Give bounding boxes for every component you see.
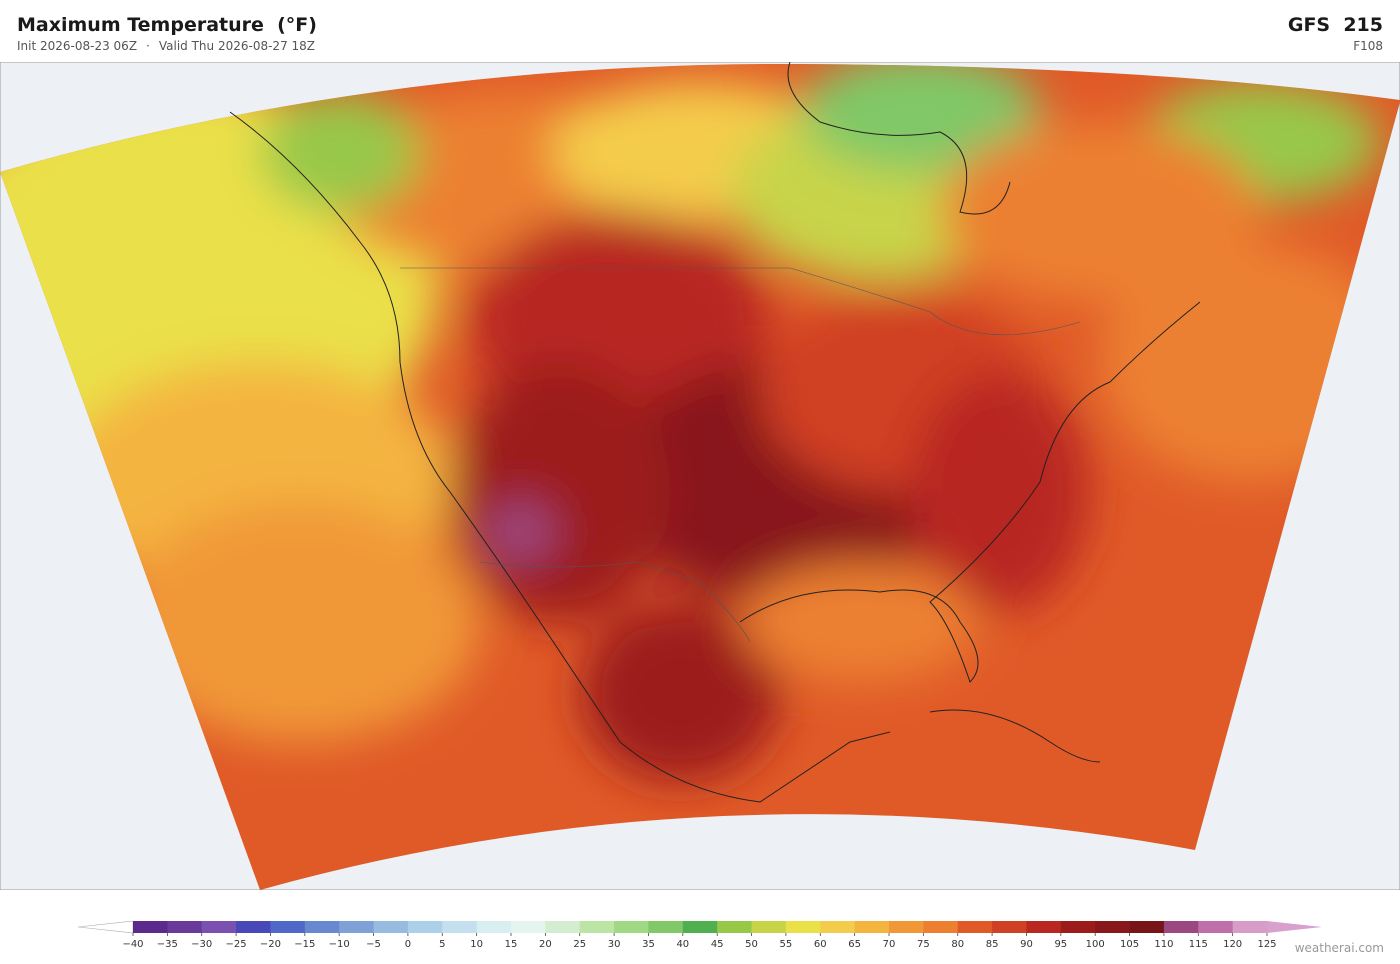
colorbar-bin	[304, 921, 340, 933]
colorbar-bin	[1232, 921, 1268, 933]
colorbar-tick-label: −20	[260, 939, 281, 950]
colorbar-over	[1267, 921, 1322, 933]
colorbar-tick-label: −15	[294, 939, 315, 950]
colorbar-bin	[717, 921, 753, 933]
colorbar-tick-label: 40	[676, 939, 689, 950]
colorbar-bin	[201, 921, 237, 933]
colorbar-bin	[373, 921, 409, 933]
colorbar-tick-label: −35	[157, 939, 178, 950]
colorbar-tick-label: 35	[642, 939, 655, 950]
map	[0, 62, 1400, 890]
colorbar-bin	[751, 921, 787, 933]
colorbar-bin	[785, 921, 821, 933]
colorbar-tick-label: 50	[745, 939, 758, 950]
colorbar-tick-label: 25	[573, 939, 586, 950]
colorbar-tick-label: 10	[470, 939, 483, 950]
colorbar-bin	[1163, 921, 1199, 933]
colorbar-tick-label: 20	[539, 939, 552, 950]
colorbar-bin	[476, 921, 512, 933]
colorbar-tick-label: 85	[986, 939, 999, 950]
colorbar-bin	[133, 921, 168, 933]
colorbar-bin	[1198, 921, 1234, 933]
colorbar-tick-label: 65	[848, 939, 861, 950]
colorbar-bin	[682, 921, 718, 933]
coastlines	[229, 62, 1201, 803]
colorbar-bin	[648, 921, 684, 933]
init-time: Init 2026-08-23 06Z	[17, 39, 138, 53]
colorbar-bin	[923, 921, 959, 933]
map-title: Maximum Temperature (°F)	[17, 14, 317, 36]
colorbar-tick-label: 75	[917, 939, 930, 950]
subtitle: Init 2026-08-23 06Z · Valid Thu 2026-08-27…	[17, 39, 324, 53]
colorbar-bin	[1129, 921, 1165, 933]
colorbar-bin	[614, 921, 649, 933]
credit: weatherai.com	[1294, 941, 1384, 955]
colorbar-bin	[957, 921, 993, 933]
colorbar-tick-label: 60	[814, 939, 827, 950]
colorbar-tick-label: 120	[1223, 939, 1242, 950]
colorbar-tick-label: 55	[780, 939, 793, 950]
colorbar-bin	[545, 921, 581, 933]
colorbar-bin	[167, 921, 203, 933]
colorbar: −40 −35 −30 −25 −20 −15 −10 −5 0 5 10 15 20 25 30 35 40 4…	[77, 920, 1322, 950]
colorbar-tick-label: 115	[1189, 939, 1208, 950]
colorbar-tick-label: 125	[1257, 939, 1276, 950]
colorbar-tick-label: 15	[505, 939, 518, 950]
colorbar-bin	[511, 921, 546, 933]
colorbar-tick-label: 0	[405, 939, 411, 950]
colorbar-bin	[854, 921, 890, 933]
colorbar-tick-label: 90	[1020, 939, 1033, 950]
colorbar-tick-label: 80	[951, 939, 964, 950]
colorbar-tick-label: 5	[439, 939, 445, 950]
colorbar-bin	[820, 921, 856, 933]
colorbar-bin	[339, 921, 375, 933]
colorbar-bin	[407, 921, 443, 933]
colorbar-tick-label: 95	[1054, 939, 1067, 950]
temperature-field	[0, 63, 1400, 890]
colorbar-bin	[270, 921, 306, 933]
colorbar-tick-label: −10	[329, 939, 350, 950]
colorbar-tick-label: 100	[1086, 939, 1105, 950]
colorbar-tick-label: 105	[1120, 939, 1139, 950]
colorbar-bin	[1060, 921, 1096, 933]
valid-time: Valid Thu 2026-08-27 18Z	[158, 39, 316, 53]
colorbar-tick-label: −40	[122, 939, 143, 950]
colorbar-bin	[992, 921, 1027, 933]
colorbar-bin	[889, 921, 924, 933]
model-label: GFS 215	[1287, 14, 1383, 36]
colorbar-tick-label: 110	[1154, 939, 1173, 950]
colorbar-under	[77, 920, 134, 934]
colorbar-bin	[579, 921, 615, 933]
colorbar-tick-label: −30	[191, 939, 212, 950]
colorbar-tick-label: −25	[226, 939, 247, 950]
colorbar-tick-label: −5	[366, 939, 381, 950]
borders	[400, 267, 1081, 643]
colorbar-tick-label: 70	[883, 939, 896, 950]
colorbar-bin	[442, 921, 478, 933]
colorbar-bin	[1095, 921, 1131, 933]
colorbar-bin	[1026, 921, 1062, 933]
colorbar-tick-label: 30	[608, 939, 621, 950]
colorbar-bin	[236, 921, 271, 933]
separator: ·	[146, 39, 150, 53]
colorbar-tick-label: 45	[711, 939, 724, 950]
forecast-hour: F108	[1353, 39, 1383, 53]
